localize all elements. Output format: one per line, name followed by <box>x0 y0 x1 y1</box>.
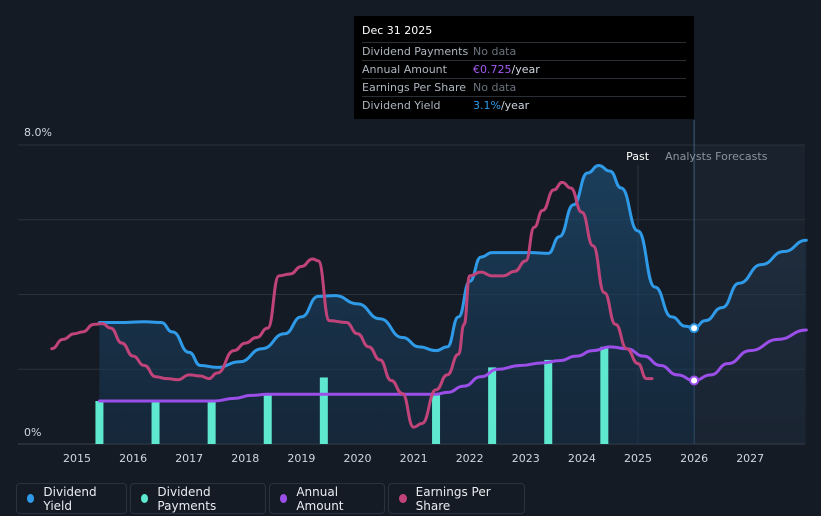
x-axis-tick-label: 2026 <box>680 452 708 465</box>
tooltip-value: No data <box>473 45 517 58</box>
tooltip: Dec 31 2025 Dividend Payments No data An… <box>354 16 694 119</box>
tooltip-value: 3.1% <box>473 99 501 112</box>
tooltip-value: No data <box>473 81 517 94</box>
x-axis-tick-label: 2017 <box>175 452 203 465</box>
dividend-payment-bar <box>263 394 272 444</box>
dividend-payment-bar <box>207 401 216 444</box>
x-axis-tick-label: 2016 <box>119 452 147 465</box>
x-axis-tick-label: 2023 <box>512 452 540 465</box>
dividend-payment-bar <box>319 377 328 444</box>
dividend-payment-bar <box>432 394 441 444</box>
legend-dot-icon <box>27 494 35 503</box>
legend-dividend-yield[interactable]: Dividend Yield <box>16 483 127 514</box>
dividend-yield-forecast-area <box>694 240 807 444</box>
earnings-per-share-line <box>50 180 654 429</box>
legend-label: Dividend Yield <box>43 484 97 513</box>
legend-dividend-payments[interactable]: Dividend Payments <box>130 483 266 514</box>
dividend-yield-line <box>97 164 808 369</box>
tooltip-value: €0.725 <box>473 63 512 76</box>
tooltip-label: Dividend Payments <box>362 45 469 58</box>
legend-dot-icon <box>280 494 288 503</box>
tooltip-date: Dec 31 2025 <box>362 24 433 37</box>
x-axis-tick-label: 2018 <box>231 452 259 465</box>
x-axis-tick-label: 2019 <box>287 452 315 465</box>
tooltip-unit: /year <box>500 99 530 112</box>
y-axis-label-zero: 0% <box>24 426 41 439</box>
x-axis-tick-label: 2022 <box>456 452 484 465</box>
x-axis-tick-label: 2015 <box>63 452 91 465</box>
dividend-payment-bar <box>544 359 553 444</box>
dividend-payment-bar <box>600 346 609 444</box>
dividend-payment-bar <box>151 401 160 444</box>
hover-marker <box>689 375 700 386</box>
tooltip-row-annual-amount: Annual Amount €0.725/year <box>362 60 686 78</box>
hover-marker <box>689 323 700 334</box>
dividend-payment-bar <box>488 367 497 444</box>
tooltip-row-dividend-payments: Dividend Payments No data <box>362 42 686 60</box>
x-axis-tick-label: 2021 <box>400 452 428 465</box>
legend-dot-icon <box>399 494 407 503</box>
tooltip-label: Dividend Yield <box>362 99 441 112</box>
tooltip-row-earnings-per-share: Earnings Per Share No data <box>362 78 686 96</box>
x-axis-tick-label: 2025 <box>624 452 652 465</box>
y-axis-label-top: 8.0% <box>24 126 52 139</box>
legend-label: Earnings Per Share <box>415 484 491 513</box>
past-label: Past <box>626 150 650 163</box>
annual-amount-line <box>97 328 808 403</box>
tooltip-label: Annual Amount <box>362 63 447 76</box>
forecast-label: Analysts Forecasts <box>665 150 768 163</box>
legend-dot-icon <box>141 494 149 503</box>
legend-label: Dividend Payments <box>157 484 217 513</box>
legend-earnings-per-share[interactable]: Earnings Per Share <box>388 483 525 514</box>
x-axis-tick-label: 2024 <box>568 452 596 465</box>
dividend-payment-bar <box>95 401 104 444</box>
tooltip-unit: /year <box>511 63 540 76</box>
tooltip-row-dividend-yield: Dividend Yield 3.1%/year <box>362 96 686 114</box>
x-axis-tick-label: 2027 <box>736 452 764 465</box>
dividend-chart: 8.0% 0% 2015 2016 2017 2018 2019 2020 2021 2022 20… <box>18 120 808 465</box>
x-axis-tick-label: 2020 <box>344 452 372 465</box>
legend-annual-amount[interactable]: Annual Amount <box>269 483 385 514</box>
tooltip-label: Earnings Per Share <box>362 81 467 94</box>
legend-label: Annual Amount <box>296 484 344 513</box>
